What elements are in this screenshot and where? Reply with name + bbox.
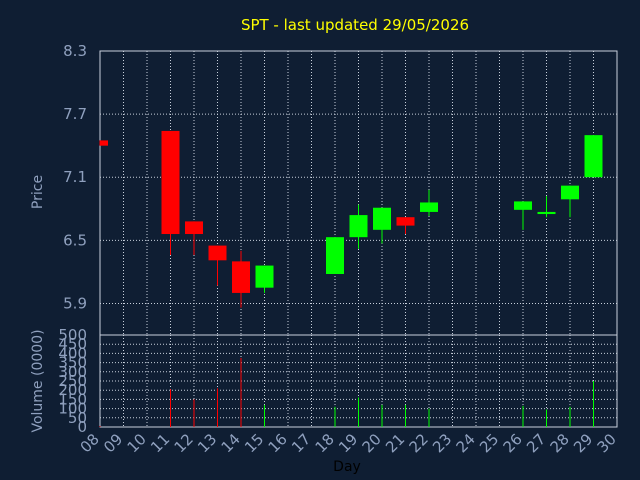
price-tick-label: 5.9 bbox=[63, 294, 87, 312]
day-tick-label: 20 bbox=[359, 430, 385, 456]
day-tick-label: 22 bbox=[406, 430, 432, 456]
volume-tick-label: 250 bbox=[58, 372, 87, 390]
candle-body bbox=[373, 207, 391, 230]
candle-body bbox=[514, 201, 532, 210]
volume-tick-label: 50 bbox=[68, 409, 87, 427]
candle-body bbox=[208, 245, 227, 261]
day-tick-label: 19 bbox=[335, 430, 361, 456]
day-tick-label: 25 bbox=[476, 430, 502, 456]
candle-body bbox=[537, 211, 556, 215]
day-tick-label: 26 bbox=[500, 430, 526, 456]
candle-body bbox=[255, 265, 274, 288]
volume-tick-label: 300 bbox=[58, 363, 87, 381]
day-tick-label: 28 bbox=[547, 430, 573, 456]
day-tick-label: 18 bbox=[312, 430, 338, 456]
day-tick-label: 30 bbox=[594, 430, 620, 456]
day-tick-label: 21 bbox=[382, 430, 408, 456]
day-tick-label: 11 bbox=[147, 430, 173, 456]
volume-tick-label: 100 bbox=[58, 400, 87, 418]
price-tick-label: 8.3 bbox=[63, 42, 87, 60]
price-tick-label: 7.7 bbox=[63, 105, 87, 123]
price-tick-label: 6.5 bbox=[63, 231, 87, 249]
candle-body bbox=[420, 202, 438, 212]
volume-tick-label: 150 bbox=[58, 390, 87, 408]
day-tick-label: 16 bbox=[265, 430, 291, 456]
day-axis-label: Day bbox=[333, 459, 361, 475]
day-tick-label: 09 bbox=[100, 430, 126, 456]
price-axis-label: Price bbox=[30, 175, 46, 209]
day-tick-label: 24 bbox=[453, 430, 479, 456]
candle-body bbox=[561, 185, 579, 200]
candle-body bbox=[396, 217, 415, 226]
candle-body bbox=[584, 135, 603, 178]
candle-body bbox=[326, 237, 344, 274]
volume-panel: 5004504003503002502001501005000809101112… bbox=[58, 326, 619, 456]
volume-tick-label: 0 bbox=[77, 418, 87, 436]
price-tick-label: 7.1 bbox=[63, 168, 87, 186]
day-tick-label: 12 bbox=[171, 430, 197, 456]
candle-body bbox=[349, 215, 368, 238]
volume-tick-label: 200 bbox=[58, 381, 87, 399]
volume-tick-label: 350 bbox=[58, 354, 87, 372]
candle-body bbox=[185, 221, 203, 235]
volume-tick-label: 400 bbox=[58, 344, 87, 362]
volume-axis-label: Volume (0000) bbox=[30, 329, 46, 432]
day-tick-label: 14 bbox=[218, 430, 244, 456]
chart-title: SPT - last updated 29/05/2026 bbox=[241, 16, 469, 34]
day-tick-label: 29 bbox=[570, 430, 596, 456]
candle-body bbox=[100, 140, 108, 146]
candle-body bbox=[232, 261, 250, 293]
price-panel: 8.3 7.7 7.1 6.5 5.9 bbox=[63, 42, 618, 336]
day-tick-label: 15 bbox=[241, 430, 267, 456]
day-tick-label: 27 bbox=[523, 430, 549, 456]
volume-tick-label: 500 bbox=[58, 326, 87, 344]
day-tick-label: 10 bbox=[124, 430, 150, 456]
candle-body bbox=[161, 130, 180, 235]
volume-tick-label: 450 bbox=[58, 335, 87, 353]
day-tick-label: 17 bbox=[288, 430, 314, 456]
day-tick-label: 23 bbox=[429, 430, 455, 456]
day-tick-label: 13 bbox=[194, 430, 220, 456]
